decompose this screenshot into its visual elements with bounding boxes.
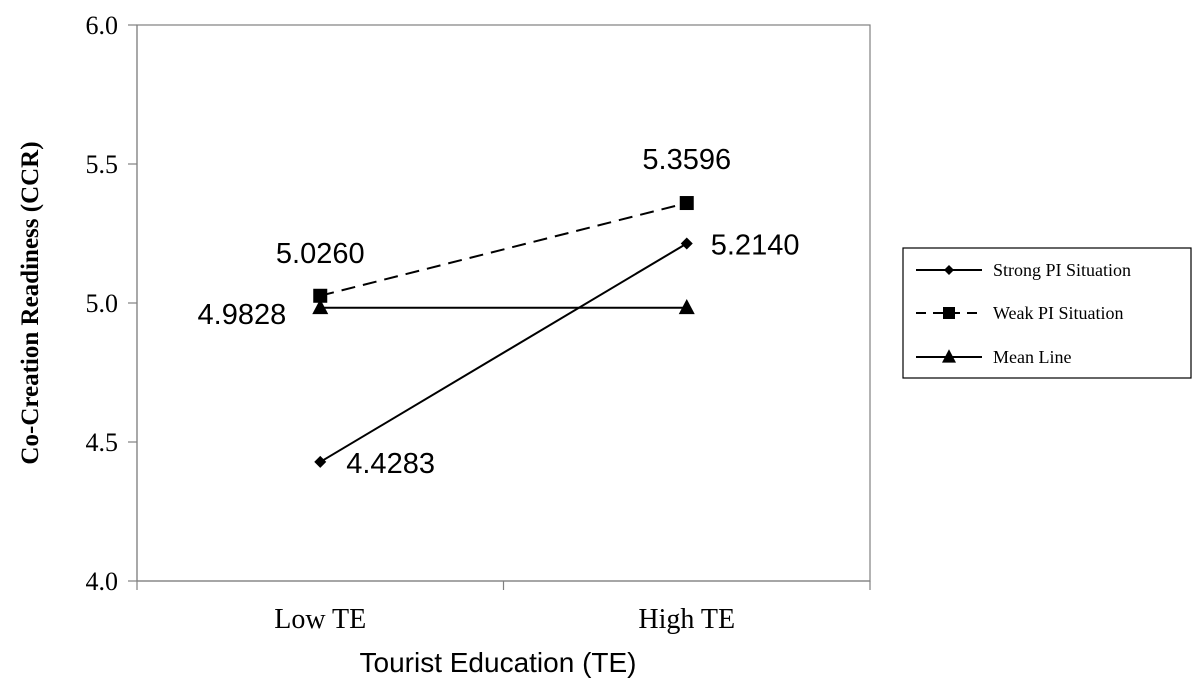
data-point-marker [313,288,328,303]
y-tick-label: 5.5 [86,150,119,179]
legend-marker [944,265,954,275]
data-point-marker [678,298,695,315]
data-label: 4.4283 [346,448,435,480]
data-point-marker [314,455,327,468]
series-lines [319,202,688,463]
data-label: 4.9828 [198,299,287,331]
legend-marker [942,349,956,363]
plot-area [136,24,871,582]
y-tick-label: 4.0 [86,567,119,596]
data-point-marker [679,196,694,211]
series-line-strong-pi-situation [319,242,688,463]
legend-label: Mean Line [993,347,1071,367]
y-tick-label: 5.0 [86,289,119,318]
data-label: 5.0260 [276,238,365,270]
x-tick-label: High TE [638,604,735,635]
y-tick-label: 4.5 [86,428,119,457]
data-point-marker [312,298,329,315]
data-labels: 4.4283 5.2140 5.0260 5.3596 4.9828 [198,144,800,480]
legend-label: Strong PI Situation [993,260,1131,280]
y-tick-label: 6.0 [86,11,119,40]
y-axis-ticks: 4.0 4.5 5.0 5.5 6.0 [86,11,137,596]
legend-marker [943,307,955,319]
data-label: 5.3596 [642,144,731,176]
series-markers [312,196,695,468]
x-axis-title: Tourist Education (TE) [360,647,637,678]
y-axis-title: Co-Creation Readiness (CCR) [17,141,44,464]
legend: Strong PI Situation Weak PI Situation Mean… [902,247,1192,379]
series-line-weak-pi-situation [320,202,687,297]
x-axis-ticks: Low TE High TE [136,581,871,635]
data-label: 5.2140 [711,230,800,262]
data-point-marker [680,237,693,250]
x-tick-label: Low TE [274,604,366,635]
legend-label: Weak PI Situation [993,303,1124,323]
